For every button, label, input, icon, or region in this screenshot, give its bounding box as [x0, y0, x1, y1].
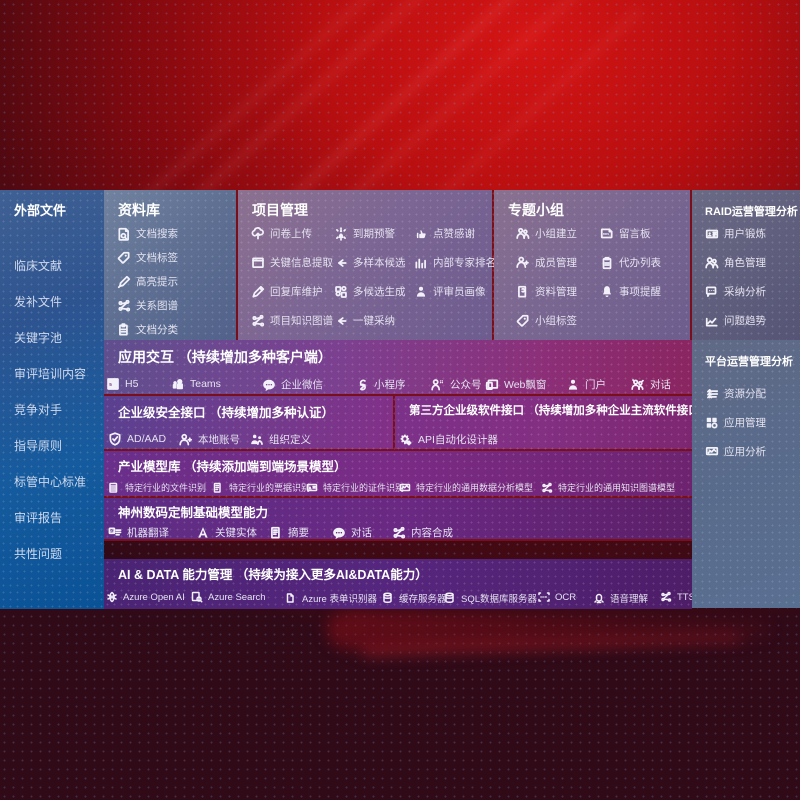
svg-text:5: 5	[109, 382, 112, 387]
svg-text:OCR: OCR	[540, 595, 548, 599]
svg-text:BBS: BBS	[603, 231, 609, 235]
